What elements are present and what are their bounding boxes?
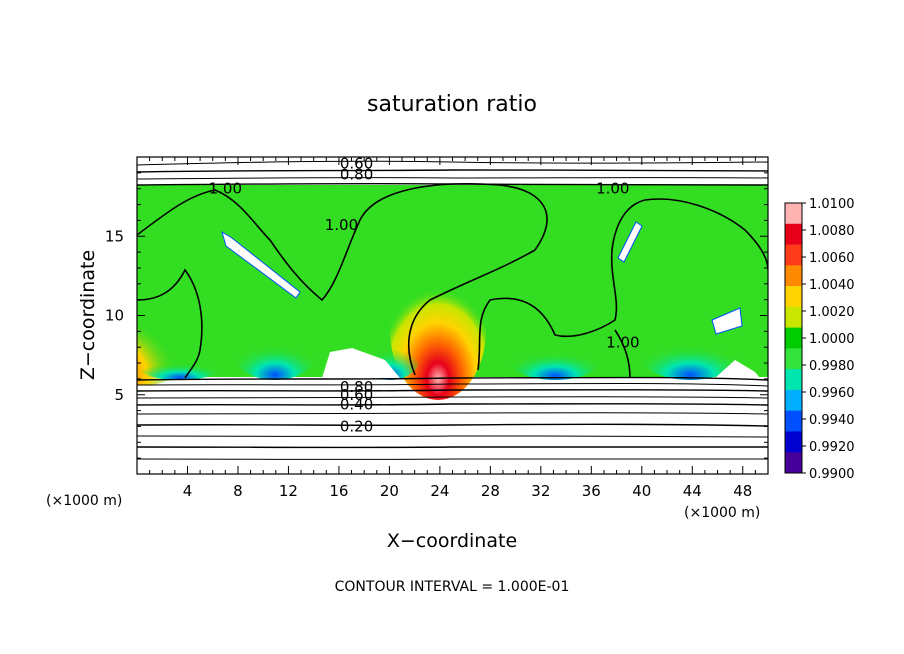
dry-patch-right xyxy=(711,307,743,335)
dry-patch-right-bottom xyxy=(715,360,760,378)
cool-region-d xyxy=(640,330,740,380)
x-unit-right: (×1000 m) xyxy=(684,505,760,521)
colorbar-label: 1.0060 xyxy=(809,251,855,266)
colorbar-label: 0.9940 xyxy=(809,413,855,428)
colorbar-label: 1.0000 xyxy=(809,332,855,347)
dry-streak-right xyxy=(617,221,643,263)
x-tick-label: 40 xyxy=(632,482,651,500)
contour-label: 0.40 xyxy=(340,395,373,413)
cool-region-c xyxy=(510,340,600,380)
colorbar-swatch xyxy=(785,286,802,308)
contour-low-7 xyxy=(137,423,768,427)
contour-1-00-c xyxy=(137,268,203,379)
contour-label: 0.60 xyxy=(340,386,373,404)
colorbar-swatch xyxy=(785,327,802,349)
contour-top-1 xyxy=(137,160,768,166)
contour-low-6 xyxy=(137,412,768,415)
x-tick-label: 44 xyxy=(683,482,702,500)
x-tick-label: 48 xyxy=(733,482,752,500)
colorbar-label: 1.0080 xyxy=(809,224,855,239)
colorbar-swatch xyxy=(785,389,802,412)
contour-label: 0.80 xyxy=(340,378,373,396)
contour-label: 1.00 xyxy=(325,216,358,234)
dry-patch-bottom xyxy=(322,348,400,378)
contour-low-3 xyxy=(137,389,768,392)
contour-interval-note: CONTOUR INTERVAL = 1.000E-01 xyxy=(335,579,570,595)
cool-region-a xyxy=(235,330,315,380)
x-tick-label: 20 xyxy=(380,482,399,500)
contour-label: 0.60 xyxy=(340,154,373,172)
contour-label: 1.00 xyxy=(606,333,639,351)
x-tick-label: 4 xyxy=(183,482,193,500)
x-tick-label: 28 xyxy=(481,482,500,500)
colorbar-swatch xyxy=(785,410,802,432)
contour-low-8 xyxy=(137,435,768,438)
y-axis: 5 10 15 xyxy=(105,172,768,459)
contour-top-3 xyxy=(137,177,768,180)
plot-area xyxy=(137,157,768,474)
contour-label: 0.20 xyxy=(340,417,373,435)
colorbar-label: 0.9960 xyxy=(809,386,855,401)
y-axis-title: Z−coordinate xyxy=(77,250,99,380)
colorbar-swatch xyxy=(785,244,802,266)
y-tick-label: 5 xyxy=(114,386,124,404)
contour-label: 1.00 xyxy=(596,180,629,198)
contour-top-4 xyxy=(137,182,768,186)
x-unit-left: (×1000 m) xyxy=(46,493,122,509)
colorbar-label: 0.9900 xyxy=(809,467,855,482)
contour-1-00-a xyxy=(137,182,548,376)
contour-label: 0.80 xyxy=(340,165,373,183)
colorbar-swatch xyxy=(785,203,802,225)
contour-low-5 xyxy=(137,403,768,406)
x-tick-label: 32 xyxy=(531,482,550,500)
colorbar-label: 1.0040 xyxy=(809,278,855,293)
colorbar-label: 0.9980 xyxy=(809,359,855,374)
colorbar-swatch xyxy=(785,306,802,329)
dry-streak-left xyxy=(221,230,301,299)
colorbar-swatch xyxy=(785,452,802,474)
cool-region-e xyxy=(140,356,220,380)
x-tick-label: 8 xyxy=(233,482,243,500)
contour-label: 1.00 xyxy=(209,180,242,198)
contour-low-1 xyxy=(137,376,768,381)
colorbar-swatch xyxy=(785,348,802,370)
x-tick-label: 24 xyxy=(430,482,449,500)
colorbar: 1.0100 1.0080 1.0060 1.0040 1.0020 1.0000 0.99… xyxy=(784,197,855,482)
colorbar-swatch xyxy=(785,223,802,246)
x-tick-label: 36 xyxy=(582,482,601,500)
contour-labels: 0.600.801.00 1.001.001.000.800.600.400.20 xyxy=(209,154,640,435)
x-axis-title: X−coordinate xyxy=(387,530,517,552)
x-tick-label: 16 xyxy=(329,482,348,500)
colorbar-label: 1.0020 xyxy=(809,305,855,320)
colorbar-swatch xyxy=(785,265,802,287)
contour-1-00-b xyxy=(477,198,768,371)
contour-low-2 xyxy=(137,383,768,387)
y-tick-label: 10 xyxy=(105,307,124,325)
colorbar-swatch xyxy=(785,431,802,453)
contour-top-2 xyxy=(137,169,768,173)
x-tick-label: 12 xyxy=(279,482,298,500)
contour-1-00-d xyxy=(614,329,631,379)
chart-title: saturation ratio xyxy=(367,92,537,117)
x-axis: 4 8 12 16 20 24 28 32 36 40 44 48 xyxy=(149,157,756,500)
colorbar-label: 1.0100 xyxy=(809,197,855,212)
contour-low-4 xyxy=(137,396,768,399)
y-tick-label: 15 xyxy=(105,227,124,245)
colorbar-label: 0.9920 xyxy=(809,440,855,455)
colorbar-swatch xyxy=(785,369,802,391)
